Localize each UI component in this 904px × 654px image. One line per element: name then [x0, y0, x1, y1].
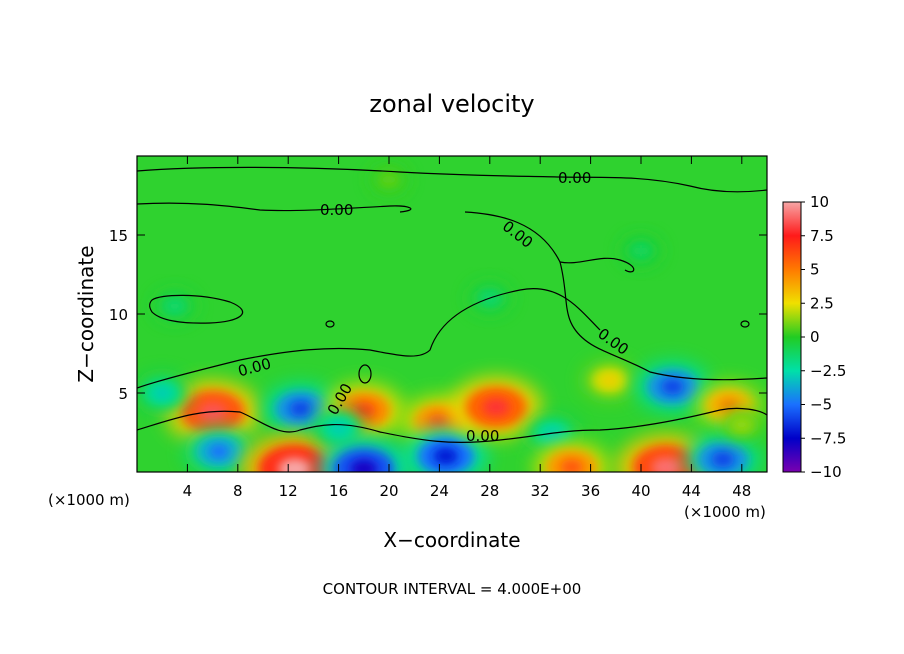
contour-lines — [137, 166, 767, 444]
field-core — [560, 459, 584, 472]
field-core — [208, 444, 230, 459]
field-core — [635, 246, 647, 256]
y-tick-label: 15 — [109, 227, 128, 245]
field-core — [735, 419, 749, 430]
field-core — [278, 458, 311, 472]
field-core — [383, 175, 395, 184]
field-core — [601, 374, 618, 387]
colorbar-labels: 10 7.5 5 2.5 0 −2.5 −5 −7.5 −10 — [801, 193, 846, 481]
contour-label: 0.00 — [558, 169, 591, 187]
contour-interval-note: CONTOUR INTERVAL = 4.000E+00 — [323, 580, 582, 598]
colorbar-tick-label: 2.5 — [810, 294, 834, 312]
x-unit-left: (×1000 m) — [48, 491, 130, 509]
x-tick-label: 8 — [233, 482, 243, 500]
x-tick-label: 32 — [531, 482, 550, 500]
x-tick-label: 48 — [732, 482, 751, 500]
contour-zero-upper — [137, 166, 767, 193]
contour-label: 0.00 — [320, 201, 353, 219]
contour-zero-island-a — [358, 364, 372, 384]
field-core — [711, 451, 735, 468]
x-tick-label: 4 — [183, 482, 193, 500]
contour-zero-island-left — [149, 294, 244, 324]
colorbar-fill — [783, 202, 801, 472]
y-axis-label: Z−coordinate — [74, 245, 98, 382]
field-core — [482, 397, 510, 417]
colorbar-tick-label: 0 — [810, 328, 820, 346]
field-core — [433, 447, 459, 465]
contour-zero-low — [137, 288, 601, 389]
contour-zero-bottom — [137, 407, 767, 444]
field-core — [651, 457, 682, 472]
field-core — [427, 413, 451, 430]
field-core — [544, 428, 561, 440]
colorbar-tick-label: 7.5 — [810, 227, 834, 245]
field-core — [349, 459, 378, 472]
x-tick-label: 16 — [329, 482, 348, 500]
x-tick-label: 44 — [682, 482, 701, 500]
x-tick-labels: 4 8 12 16 20 24 28 32 36 40 44 48 — [183, 482, 752, 500]
x-axis-label: X−coordinate — [383, 528, 520, 552]
colorbar-tick-label: −5 — [810, 396, 832, 414]
x-tick-label: 40 — [631, 482, 650, 500]
contour-label: 0.00 — [466, 427, 499, 445]
contour-zero-island-c — [740, 320, 750, 328]
x-tick-label: 28 — [480, 482, 499, 500]
y-tick-labels: 5 10 15 — [109, 227, 128, 403]
contour-zero-mid — [137, 202, 412, 213]
colorbar-tick-label: 10 — [810, 193, 829, 211]
colorbar-tick-label: 5 — [810, 261, 820, 279]
y-tick-label: 10 — [109, 306, 128, 324]
contour-zero-tongue — [559, 257, 635, 273]
contour-zero-island-b — [325, 320, 335, 328]
x-tick-label: 12 — [279, 482, 298, 500]
x-tick-label: 24 — [430, 482, 449, 500]
x-unit-right: (×1000 m) — [684, 503, 766, 521]
x-tick-label: 20 — [379, 482, 398, 500]
contour-zero-descend — [464, 211, 767, 381]
y-tick-label: 5 — [118, 385, 128, 403]
field-core — [660, 378, 685, 395]
colorbar: 10 7.5 5 2.5 0 −2.5 −5 −7.5 −10 — [782, 193, 846, 481]
plot-area: 0.00 0.00 0.00 0.00 0.00 0.00 0.00 — [136, 155, 768, 473]
axis-ticks — [137, 156, 767, 472]
field-core — [289, 400, 313, 417]
chart-title: zonal velocity — [369, 90, 534, 118]
field-core — [168, 301, 182, 311]
colorbar-tick-label: −7.5 — [810, 429, 846, 447]
colorbar-tick-label: −2.5 — [810, 362, 846, 380]
x-tick-label: 36 — [581, 482, 600, 500]
field-core — [154, 387, 171, 399]
colorbar-tick-label: −10 — [810, 463, 842, 481]
field-core — [330, 422, 347, 434]
